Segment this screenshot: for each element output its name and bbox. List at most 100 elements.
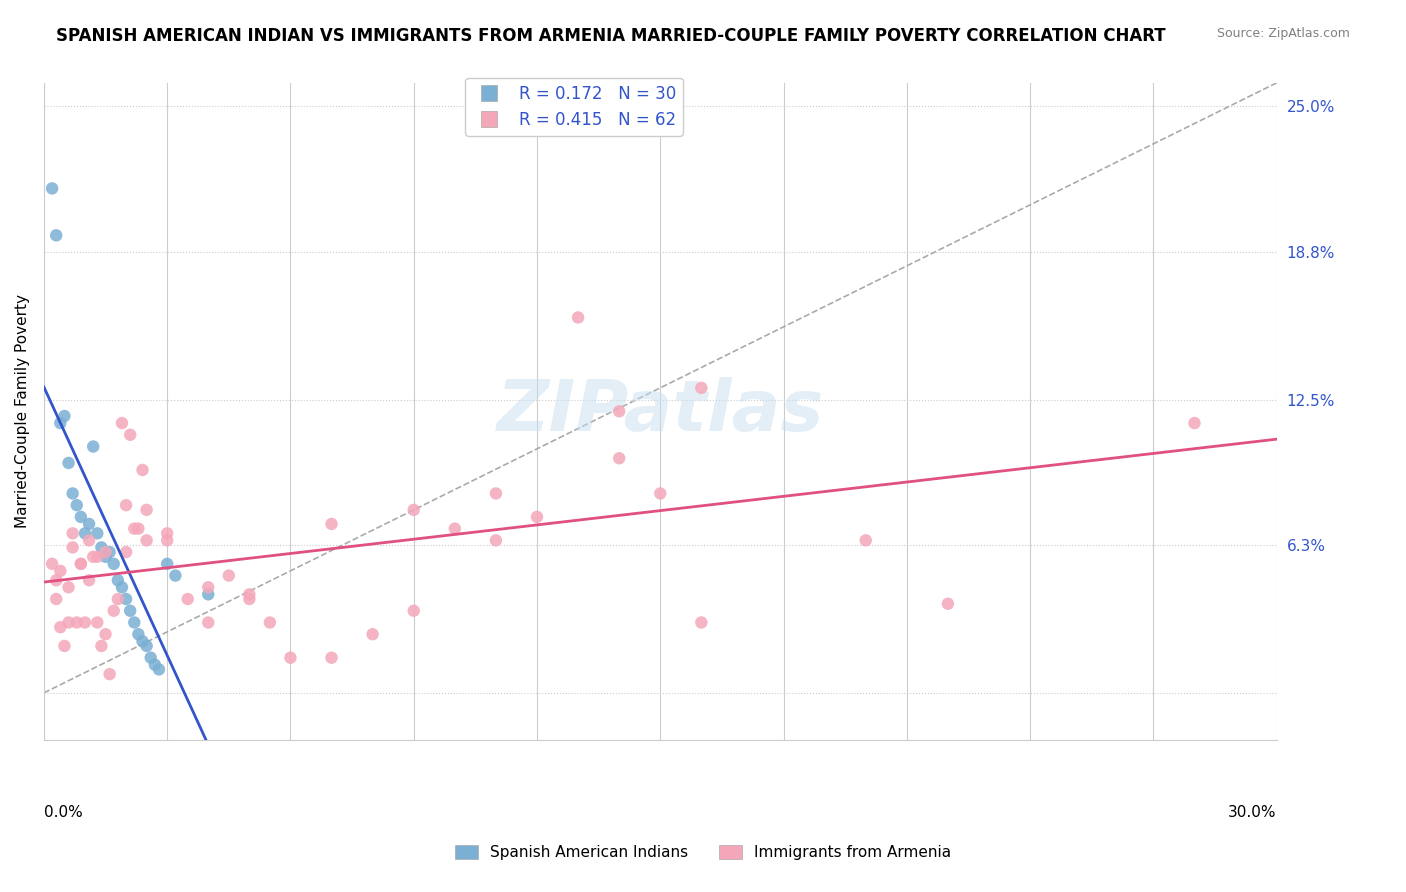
Point — [165, 568, 187, 582]
Point — [115, 592, 138, 607]
Point — [86, 526, 108, 541]
Point — [135, 639, 157, 653]
Text: SPANISH AMERICAN INDIAN VS IMMIGRANTS FROM ARMENIA MARRIED-COUPLE FAMILY POVERTY: SPANISH AMERICAN INDIAN VS IMMIGRANTS FR… — [56, 27, 1166, 45]
Point — [197, 615, 219, 630]
Point — [280, 650, 302, 665]
Point — [62, 541, 84, 555]
Point — [73, 526, 96, 541]
Point — [127, 627, 149, 641]
Text: ZIPatlas: ZIPatlas — [496, 376, 824, 446]
Point — [49, 564, 72, 578]
Point — [139, 650, 162, 665]
Point — [259, 615, 281, 630]
Point — [156, 533, 179, 548]
Point — [135, 533, 157, 548]
Point — [45, 592, 67, 607]
Point — [66, 615, 89, 630]
Point — [127, 522, 149, 536]
Point — [41, 557, 63, 571]
Point — [115, 498, 138, 512]
Point — [238, 587, 260, 601]
Point — [156, 557, 179, 571]
Point — [135, 503, 157, 517]
Point — [238, 592, 260, 607]
Point — [41, 181, 63, 195]
Point — [82, 549, 104, 564]
Point — [402, 604, 425, 618]
Point — [690, 381, 713, 395]
Point — [73, 615, 96, 630]
Point — [650, 486, 672, 500]
Point — [77, 533, 100, 548]
Point — [53, 639, 76, 653]
Y-axis label: Married-Couple Family Poverty: Married-Couple Family Poverty — [15, 294, 30, 528]
Point — [70, 509, 93, 524]
Point — [120, 427, 142, 442]
Point — [485, 486, 508, 500]
Point — [115, 545, 138, 559]
Text: Source: ZipAtlas.com: Source: ZipAtlas.com — [1216, 27, 1350, 40]
Point — [936, 597, 959, 611]
Point — [62, 526, 84, 541]
Point — [111, 580, 134, 594]
Point — [197, 580, 219, 594]
Point — [49, 620, 72, 634]
Point — [124, 615, 146, 630]
Point — [567, 310, 589, 325]
Point — [58, 580, 80, 594]
Point — [94, 627, 117, 641]
Point — [53, 409, 76, 423]
Point — [103, 604, 125, 618]
Point — [77, 574, 100, 588]
Point — [526, 509, 548, 524]
Legend: Spanish American Indians, Immigrants from Armenia: Spanish American Indians, Immigrants fro… — [449, 839, 957, 866]
Point — [77, 516, 100, 531]
Text: 30.0%: 30.0% — [1229, 805, 1277, 821]
Point — [131, 634, 153, 648]
Point — [607, 451, 630, 466]
Point — [1184, 416, 1206, 430]
Point — [94, 549, 117, 564]
Point — [156, 526, 179, 541]
Point — [855, 533, 877, 548]
Point — [90, 639, 112, 653]
Text: 0.0%: 0.0% — [44, 805, 83, 821]
Point — [49, 416, 72, 430]
Point — [148, 662, 170, 676]
Point — [321, 650, 343, 665]
Point — [107, 574, 129, 588]
Point — [690, 615, 713, 630]
Point — [86, 549, 108, 564]
Point — [361, 627, 384, 641]
Point — [45, 574, 67, 588]
Point — [62, 486, 84, 500]
Point — [82, 440, 104, 454]
Point — [98, 667, 121, 681]
Point — [218, 568, 240, 582]
Point — [321, 516, 343, 531]
Point — [111, 416, 134, 430]
Point — [177, 592, 200, 607]
Point — [120, 604, 142, 618]
Point — [124, 522, 146, 536]
Point — [107, 592, 129, 607]
Point — [86, 615, 108, 630]
Point — [45, 228, 67, 243]
Point — [66, 498, 89, 512]
Point — [143, 657, 166, 672]
Point — [443, 522, 465, 536]
Point — [58, 456, 80, 470]
Point — [70, 557, 93, 571]
Point — [70, 557, 93, 571]
Point — [402, 503, 425, 517]
Point — [98, 545, 121, 559]
Point — [94, 545, 117, 559]
Point — [607, 404, 630, 418]
Legend: R = 0.172   N = 30, R = 0.415   N = 62: R = 0.172 N = 30, R = 0.415 N = 62 — [465, 78, 682, 136]
Point — [197, 587, 219, 601]
Point — [103, 557, 125, 571]
Point — [58, 615, 80, 630]
Point — [131, 463, 153, 477]
Point — [90, 541, 112, 555]
Point — [485, 533, 508, 548]
